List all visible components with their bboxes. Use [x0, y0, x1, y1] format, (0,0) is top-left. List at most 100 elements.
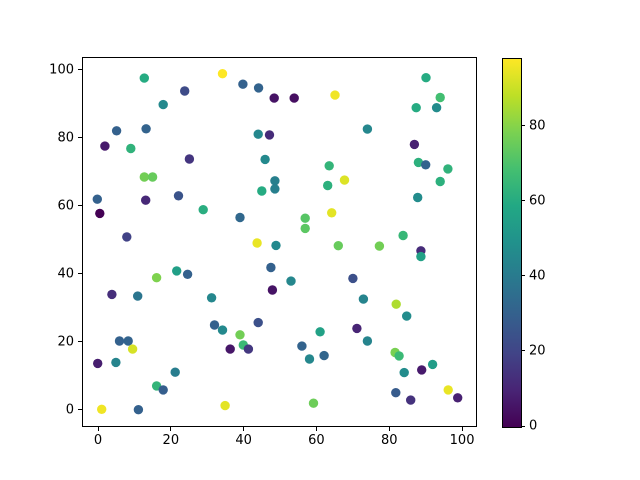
scatter-point — [453, 393, 463, 403]
scatter-point — [399, 367, 409, 378]
x-tick-label: 80 — [380, 433, 398, 448]
scatter-point — [158, 99, 168, 110]
scatter-point — [133, 291, 143, 301]
scatter-point — [264, 130, 275, 140]
scatter-point — [300, 223, 310, 234]
scatter-point — [398, 230, 408, 241]
scatter-point — [271, 240, 281, 251]
scatter-point — [123, 336, 133, 346]
scatter-plot — [92, 69, 463, 415]
colorbar-tick-mark — [521, 125, 525, 127]
scatter-point — [100, 141, 110, 151]
scatter-point — [172, 266, 182, 276]
colorbar-tick-label: 40 — [529, 268, 546, 284]
x-tick-label: 60 — [308, 433, 325, 448]
scatter-point — [330, 90, 340, 100]
scatter-point — [267, 285, 278, 295]
scatter-point — [435, 92, 445, 103]
scatter-point — [421, 73, 431, 83]
scatter-point — [323, 180, 333, 191]
x-tick-label: 100 — [449, 433, 475, 448]
scatter-point — [235, 330, 245, 340]
colorbar-tick-label: 80 — [529, 118, 546, 134]
scatter-point — [348, 273, 358, 284]
scatter-point — [111, 357, 121, 368]
colorbar-tick-label: 20 — [529, 343, 546, 359]
scatter-point — [435, 176, 445, 187]
colorbar-tick-mark — [521, 200, 525, 202]
scatter-point — [315, 327, 325, 337]
scatter-point — [406, 395, 416, 405]
x-tick-mark — [461, 427, 463, 431]
scatter-point — [286, 276, 296, 286]
scatter-point — [243, 344, 254, 354]
scatter-point — [198, 205, 208, 215]
scatter-point — [220, 400, 230, 411]
scatter-point — [180, 86, 190, 96]
scatter-point — [417, 365, 427, 375]
scatter-point — [391, 299, 401, 309]
x-tick-mark — [170, 427, 172, 431]
scatter-point — [133, 405, 144, 415]
scatter-point — [126, 143, 136, 154]
scatter-point — [391, 388, 401, 398]
scatter-point — [394, 351, 404, 361]
colorbar — [502, 58, 522, 428]
scatter-point — [206, 293, 217, 303]
y-tick-label: 100 — [49, 62, 74, 78]
scatter-point — [217, 69, 228, 79]
y-tick-mark — [78, 273, 82, 275]
scatter-point — [304, 354, 315, 364]
scatter-point — [139, 73, 149, 83]
x-tick-label: 0 — [93, 433, 103, 448]
scatter-point — [93, 358, 103, 369]
scatter-point — [300, 213, 310, 223]
scatter-point — [238, 79, 248, 89]
x-tick-mark — [388, 427, 390, 431]
scatter-point — [95, 208, 105, 219]
scatter-point — [260, 154, 270, 165]
scatter-point — [327, 208, 337, 218]
scatter-point — [170, 367, 180, 377]
scatter-point — [319, 350, 329, 361]
x-tick-label: 40 — [235, 433, 252, 448]
scatter-point — [266, 262, 276, 273]
scatter-point — [253, 83, 264, 93]
scatter-point — [225, 344, 235, 354]
colorbar-tick-mark — [521, 425, 525, 427]
scatter-point — [111, 126, 122, 136]
y-tick-label: 40 — [57, 266, 74, 282]
scatter-point — [270, 184, 280, 194]
scatter-point — [209, 320, 220, 330]
scatter-point — [416, 251, 426, 262]
scatter-point — [427, 359, 438, 370]
scatter-point — [97, 404, 107, 414]
y-tick-label: 20 — [57, 334, 74, 350]
scatter-point — [151, 273, 162, 283]
scatter-point — [141, 195, 151, 205]
scatter-point — [431, 103, 442, 113]
scatter-point — [289, 93, 299, 103]
scatter-point — [122, 232, 132, 242]
colorbar-tick-mark — [521, 350, 525, 352]
scatter-point — [139, 172, 149, 182]
scatter-point — [173, 191, 184, 201]
scatter-point — [308, 398, 319, 408]
scatter-point — [252, 238, 262, 248]
scatter-point — [421, 160, 431, 170]
scatter-point — [141, 124, 151, 134]
scatter-point — [217, 325, 228, 335]
scatter-point — [114, 336, 125, 346]
scatter-point — [147, 172, 158, 182]
colorbar-tick-label: 0 — [529, 418, 538, 434]
scatter-point — [339, 175, 350, 185]
scatter-point — [324, 161, 334, 171]
scatter-point — [270, 176, 280, 186]
scatter-point — [158, 385, 168, 395]
y-tick-mark — [78, 69, 82, 71]
scatter-point — [413, 157, 424, 168]
scatter-point — [107, 289, 117, 300]
y-tick-label: 80 — [57, 130, 74, 146]
y-tick-mark — [78, 341, 82, 343]
scatter-point — [358, 294, 369, 304]
